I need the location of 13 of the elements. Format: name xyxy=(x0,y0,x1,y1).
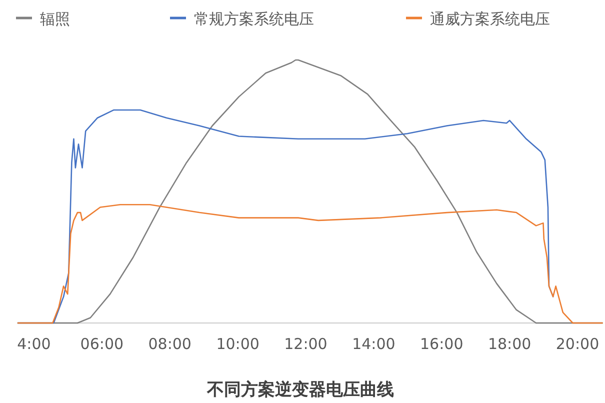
x-tick-label: 4:00 xyxy=(17,335,51,353)
x-tick-label: 08:00 xyxy=(148,335,192,353)
x-tick-label: 20:00 xyxy=(556,335,600,353)
x-tick-label: 10:00 xyxy=(216,335,260,353)
x-tick-label: 14:00 xyxy=(352,335,396,353)
x-tick-label: 18:00 xyxy=(488,335,532,353)
text: 不同方案逆变器电压曲线 xyxy=(206,379,394,400)
x-tick-label: 06:00 xyxy=(80,335,124,353)
legend-label: 常规方案系统电压 xyxy=(194,10,314,28)
x-tick-label: 12:00 xyxy=(284,335,328,353)
legend-label: 通威方案系统电压 xyxy=(430,10,550,28)
legend-label: 辐照 xyxy=(40,10,70,28)
x-tick-label: 16:00 xyxy=(420,335,464,353)
